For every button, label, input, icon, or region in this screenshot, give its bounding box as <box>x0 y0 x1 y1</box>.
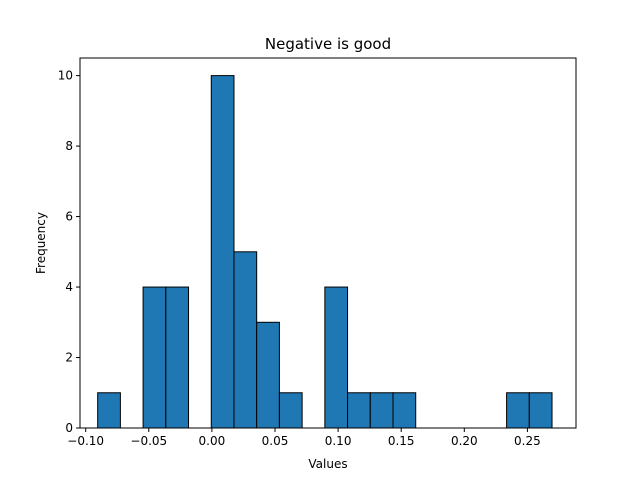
histogram-bar <box>210 75 235 429</box>
y-tick-label: 6 <box>65 210 73 224</box>
histogram-bar <box>506 392 530 429</box>
y-tick-label: 10 <box>58 69 73 83</box>
bars-group <box>97 75 553 429</box>
histogram-bar <box>97 392 121 429</box>
y-axis-ticks: 0 2 4 6 8 10 <box>58 69 80 435</box>
x-tick-label: 0.00 <box>199 434 226 448</box>
x-tick-label: −0.10 <box>67 434 104 448</box>
x-tick-label: 0.20 <box>451 434 478 448</box>
plot-frame <box>79 57 577 429</box>
x-tick-label: −0.05 <box>130 434 167 448</box>
y-tick-label: 2 <box>65 351 73 365</box>
y-axis-label: Frequency <box>34 212 48 274</box>
y-tick-label: 8 <box>65 139 73 153</box>
histogram-bar <box>256 321 280 429</box>
y-tick-label: 0 <box>65 421 73 435</box>
histogram-bar <box>369 392 394 429</box>
chart-title: Negative is good <box>265 35 391 53</box>
histogram-bar <box>347 392 371 429</box>
x-axis-ticks: −0.10 −0.05 0.00 0.05 0.10 0.15 0.20 0.25 <box>67 428 541 448</box>
y-tick-label: 4 <box>65 280 73 294</box>
histogram-bar <box>278 392 303 429</box>
x-axis-label: Values <box>308 457 347 471</box>
x-tick-label: 0.10 <box>325 434 352 448</box>
histogram-bar <box>142 286 167 429</box>
histogram-bar <box>233 251 258 429</box>
histogram-bar <box>528 392 553 429</box>
x-tick-label: 0.15 <box>388 434 415 448</box>
histogram-bar <box>324 286 349 429</box>
x-tick-label: 0.05 <box>262 434 289 448</box>
histogram-bar <box>165 286 190 429</box>
x-tick-label: 0.25 <box>514 434 541 448</box>
histogram-bar <box>392 392 417 429</box>
